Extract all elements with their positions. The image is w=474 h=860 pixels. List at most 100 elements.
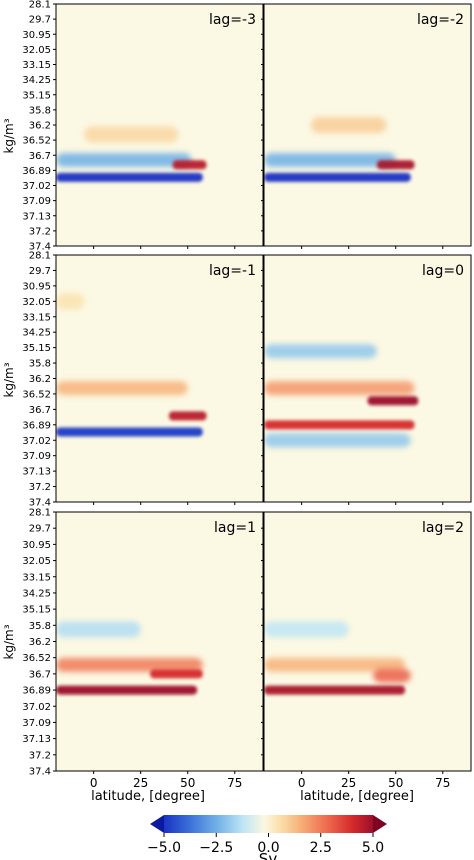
panel-6: 0 25 50 75 lag=2 <box>261 511 472 790</box>
heatmap-feature <box>56 293 85 310</box>
y-tick-label: 37.4 <box>29 498 51 509</box>
y-tick-label: 35.15 <box>22 343 51 354</box>
panel-title: lag=2 <box>422 520 464 536</box>
panel-title: lag=0 <box>422 263 464 279</box>
y-tick-label: 28.1 <box>29 508 51 519</box>
y-tick-label: 34.25 <box>22 328 51 339</box>
heatmap-feature <box>56 172 203 182</box>
x-tick-label: 0 <box>90 776 98 790</box>
y-tick-label: 35.15 <box>22 90 51 101</box>
y-tick-label: 37.02 <box>22 436 51 447</box>
colorbar: −5.0 −2.5 0.0 2.5 5.0 Sv <box>147 815 387 860</box>
panel-3: 28.1 29.7 30.95 32.05 33.15 34.25 35.15 35.8 36.… <box>22 251 264 509</box>
y-tick-label: 32.05 <box>22 556 51 567</box>
panel-background <box>56 4 263 246</box>
heatmap-feature <box>264 621 349 638</box>
y-tick-label: 36.89 <box>22 420 51 431</box>
x-tick-label: 75 <box>435 776 450 790</box>
y-tick-label: 37.13 <box>22 467 51 478</box>
y-tick-label: 35.8 <box>29 359 51 370</box>
y-axis-label-middle: kg/m³ <box>2 362 16 397</box>
panel-1: 28.1 29.7 30.95 32.05 33.15 34.25 35.15 35.8 36.… <box>22 0 264 253</box>
y-tick-label: 30.95 <box>22 281 51 292</box>
y-tick-label: 35.15 <box>22 605 51 616</box>
heatmap-feature <box>264 657 406 672</box>
heatmap-feature <box>264 420 415 430</box>
y-tick-label: 30.95 <box>22 540 51 551</box>
panel-field <box>56 293 207 437</box>
panel-field <box>56 126 207 182</box>
heatmap-feature <box>56 685 198 695</box>
y-tick-label: 36.2 <box>29 637 51 648</box>
heatmap-feature <box>311 117 387 133</box>
colorbar-tick-label: 2.5 <box>310 840 332 856</box>
colorbar-tick-label: 0.0 <box>257 840 279 856</box>
y-tick-label: 36.7 <box>29 151 51 162</box>
heatmap-feature <box>264 381 415 396</box>
panel-4: lag=0 <box>261 254 472 505</box>
y-tick-label: 37.09 <box>22 196 51 207</box>
y-tick-label: 36.89 <box>22 166 51 177</box>
colorbar-gradient <box>164 815 373 833</box>
colorbar-tick-label: 5.0 <box>362 840 384 856</box>
panel-field <box>264 621 411 695</box>
heatmap-feature <box>264 172 411 182</box>
heatmap-feature <box>56 427 203 437</box>
y-tick-label: 37.02 <box>22 181 51 192</box>
y-tick-label: 37.13 <box>22 734 51 745</box>
panel-background <box>264 255 471 502</box>
y-axis-label-top: kg/m³ <box>2 118 16 153</box>
y-tick-label: 29.7 <box>29 524 51 535</box>
y-tick-label: 36.2 <box>29 121 51 132</box>
panel-title: lag=-1 <box>209 263 256 279</box>
y-tick-label: 30.95 <box>22 30 51 41</box>
y-tick-label: 37.2 <box>29 750 51 761</box>
x-tick-label: 50 <box>180 776 195 790</box>
heatmap-feature <box>264 685 406 695</box>
heatmap-feature <box>56 153 192 168</box>
y-tick-label: 35.8 <box>29 105 51 116</box>
y-tick-label: 33.15 <box>22 312 51 323</box>
y-tick-label: 37.2 <box>29 482 51 493</box>
panel-field <box>56 621 203 695</box>
y-tick-label: 34.25 <box>22 75 51 86</box>
y-tick-label: 35.8 <box>29 621 51 632</box>
y-tick-label: 36.52 <box>22 136 51 147</box>
y-tick-label: 32.05 <box>22 45 51 56</box>
y-tick-label: 28.1 <box>29 251 51 262</box>
heatmap-feature <box>373 668 411 683</box>
panel-2: lag=-2 <box>261 3 472 249</box>
colorbar-tick-label: −5.0 <box>147 840 181 856</box>
y-tick-label: 32.05 <box>22 297 51 308</box>
y-tick-label: 36.7 <box>29 669 51 680</box>
y-tick-label: 28.1 <box>29 0 51 11</box>
heatmap-feature <box>172 160 207 170</box>
x-axis-label-left: latitude, [degree] <box>91 789 205 804</box>
panel-title: lag=1 <box>214 520 256 536</box>
y-tick-label: 33.15 <box>22 572 51 583</box>
colorbar-tick-label: −2.5 <box>199 840 233 856</box>
y-tick-label: 36.89 <box>22 686 51 697</box>
y-tick-label: 36.52 <box>22 653 51 664</box>
x-tick-label: 75 <box>227 776 242 790</box>
y-tick-label: 37.4 <box>29 767 51 778</box>
x-axis-label-right: latitude, [degree] <box>300 789 414 804</box>
y-tick-label: 37.09 <box>22 718 51 729</box>
y-tick-label: 36.52 <box>22 389 51 400</box>
x-tick-label: 25 <box>341 776 356 790</box>
heatmap-feature <box>367 396 419 406</box>
y-tick-label: 33.15 <box>22 60 51 71</box>
y-tick-label: 37.13 <box>22 211 51 222</box>
colorbar-extend-high <box>373 815 387 833</box>
heatmap-feature <box>56 621 141 638</box>
y-tick-label: 37.02 <box>22 702 51 713</box>
panel-background <box>56 255 263 502</box>
heatmap-feature <box>264 153 396 168</box>
y-tick-label: 29.7 <box>29 15 51 26</box>
x-tick-label: 50 <box>388 776 403 790</box>
panel-background <box>56 512 263 771</box>
panel-background <box>264 512 471 771</box>
heatmap-feature <box>264 344 377 359</box>
y-tick-label: 29.7 <box>29 266 51 277</box>
